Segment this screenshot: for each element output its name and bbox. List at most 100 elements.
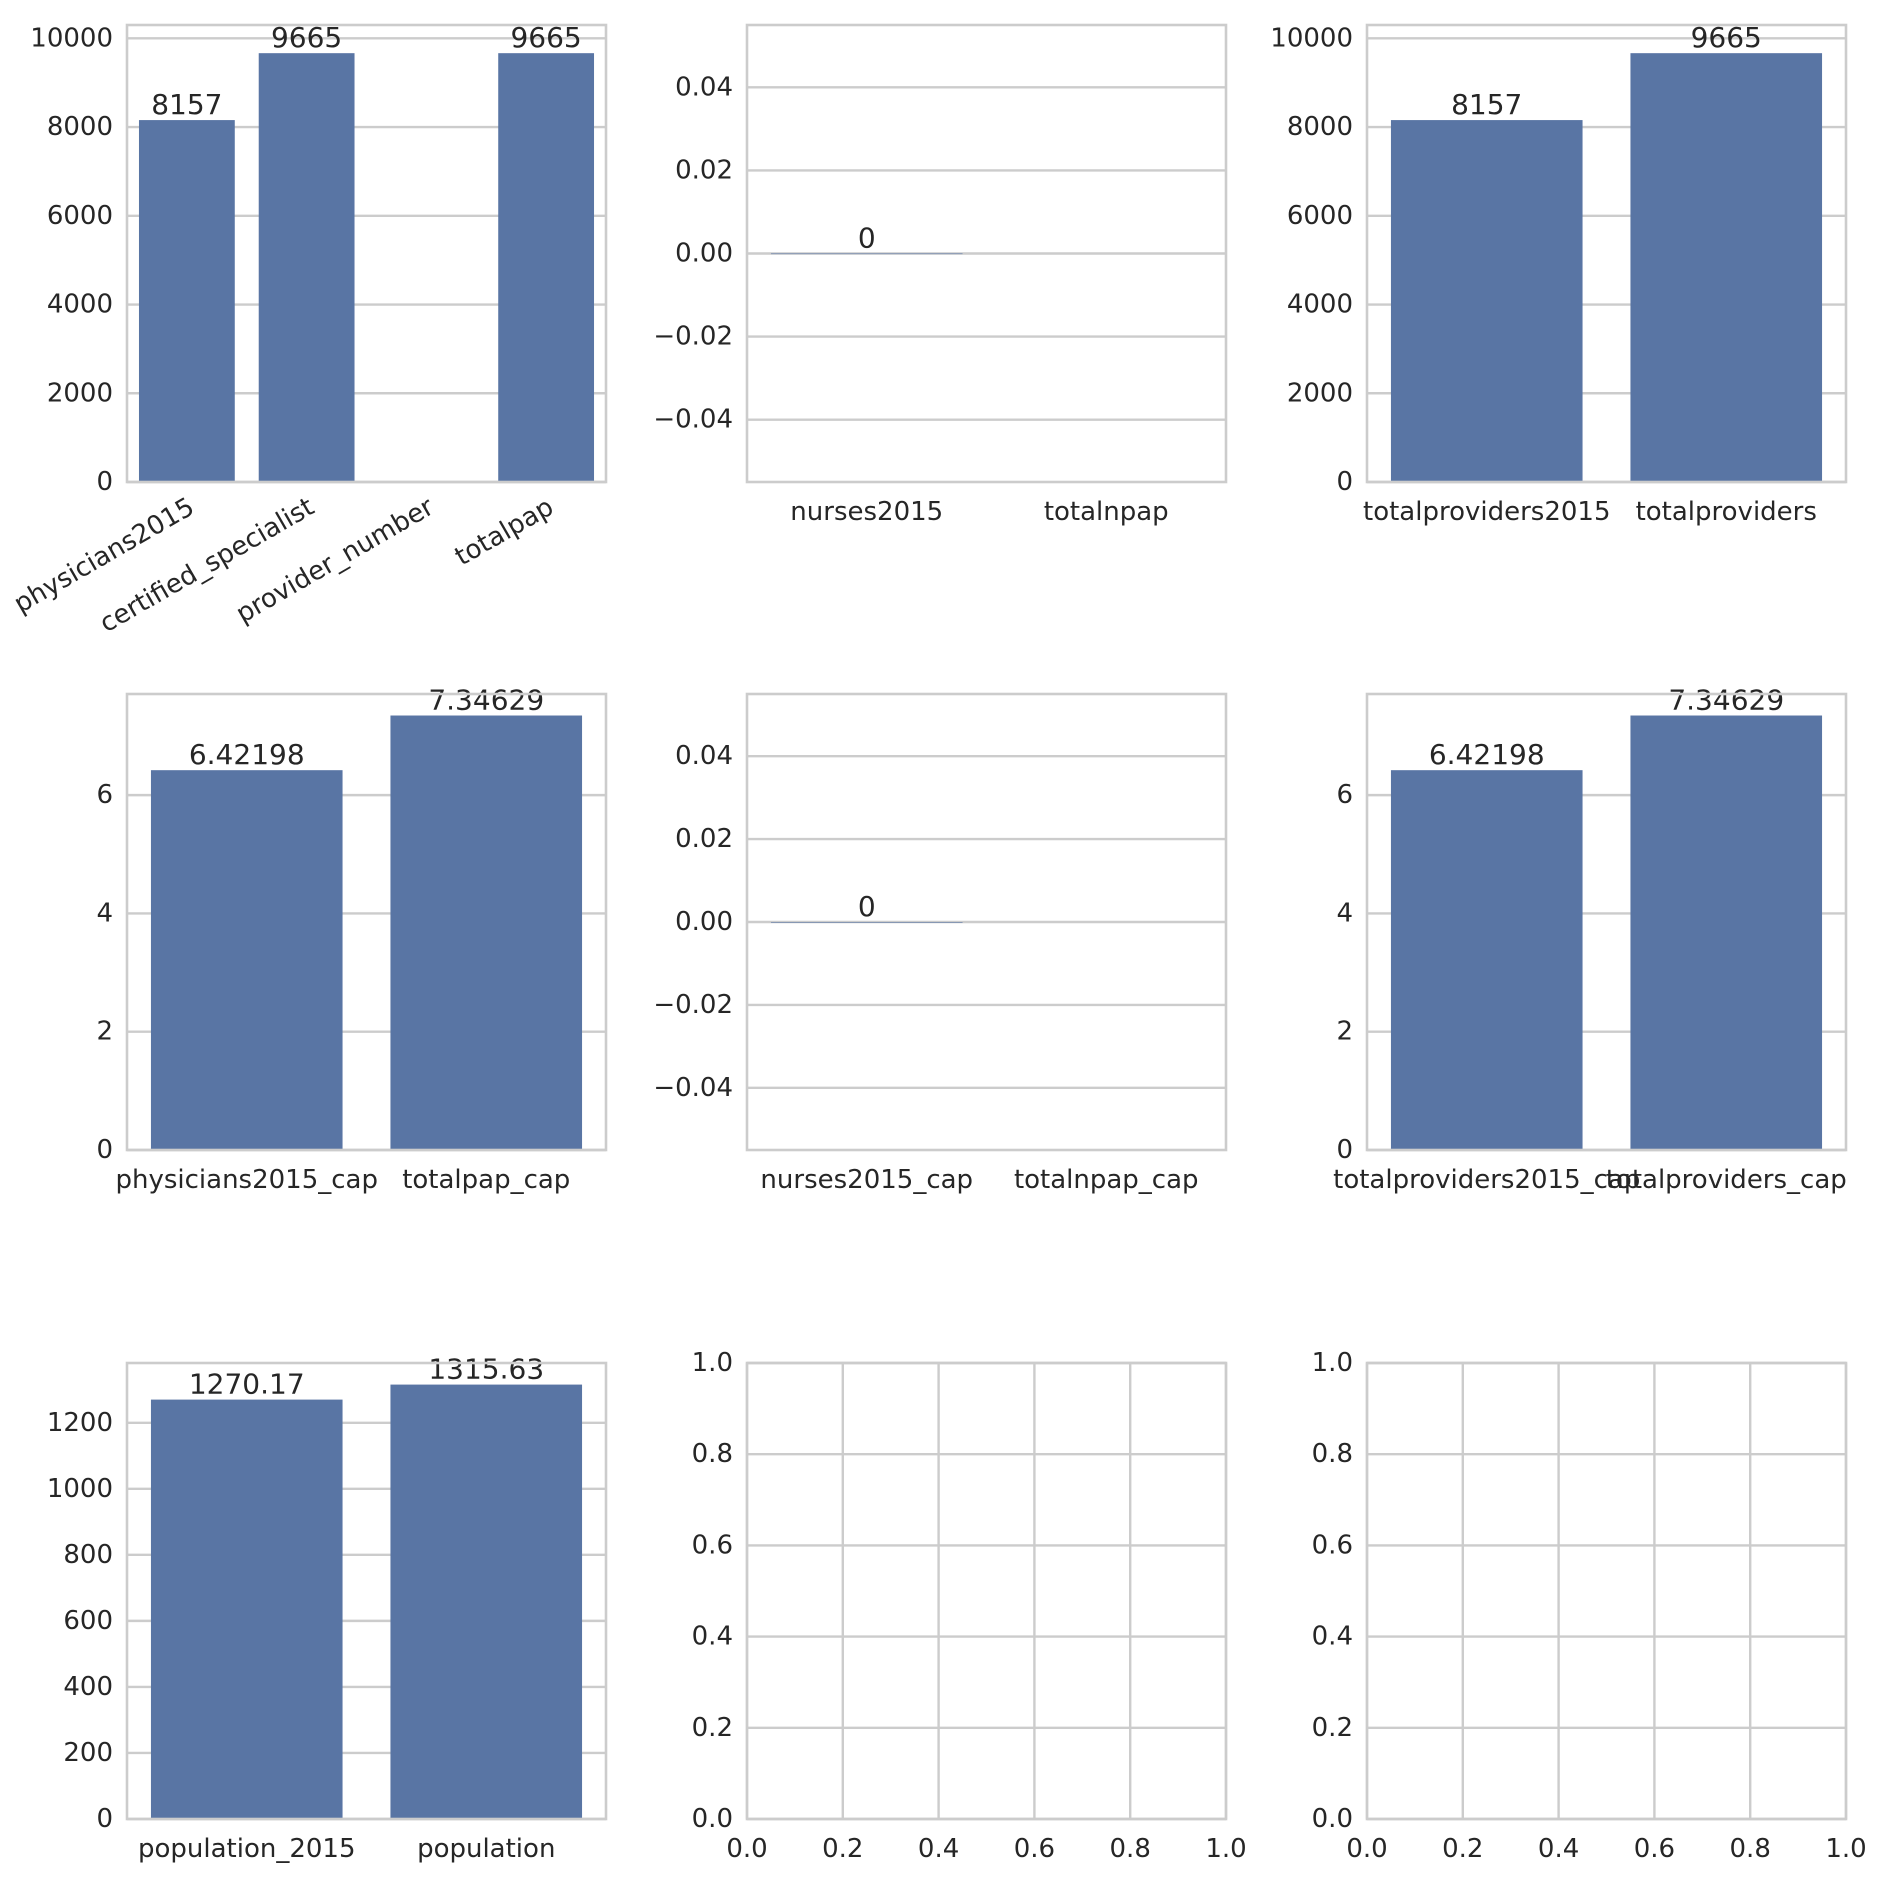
y-tick-label: 4 (1336, 898, 1353, 928)
y-tick-label: 8000 (47, 112, 113, 142)
bar (390, 715, 583, 1150)
y-tick-label: 600 (63, 1606, 113, 1636)
bar-value-label: 9665 (271, 21, 342, 54)
y-tick-label: 0.02 (675, 155, 733, 185)
axes-frame (125, 1361, 608, 1821)
bar-value-label: 8157 (1451, 88, 1522, 121)
bar (258, 53, 355, 483)
y-tick-label: −0.04 (653, 405, 733, 435)
bar (138, 120, 235, 483)
y-tick-label: 0.02 (675, 824, 733, 854)
x-tick-label: population_2015 (138, 1834, 356, 1864)
x-tick-label: totalpap (450, 492, 559, 572)
y-tick-label: 400 (63, 1672, 113, 1702)
y-tick-label: −0.02 (653, 990, 733, 1020)
y-tick-label: 0.00 (675, 907, 733, 937)
subplot-2: −0.04 −0.02 0.00 0.02 0.04 0 nurses2015 totalnp… (653, 23, 1228, 527)
y-tick-label: 0.6 (692, 1530, 733, 1560)
axes-frame (125, 23, 608, 484)
subplot-9: 0.0 0.2 0.4 0.6 0.8 1.0 0.0 0.2 0.4 0.6 0.8 1.0 (1312, 1348, 1867, 1864)
x-tick-label: totalpap_cap (402, 1165, 570, 1195)
y-tick-label: 2000 (47, 378, 113, 408)
bar-value-label: 8157 (151, 88, 222, 121)
y-tick-label: 0 (96, 1135, 113, 1165)
bar (150, 1399, 343, 1819)
y-tick-label: 6000 (1287, 201, 1353, 231)
x-tick-label: 0.6 (1634, 1834, 1675, 1864)
bar (498, 53, 595, 483)
y-tick-label: 10000 (1270, 23, 1353, 53)
y-tick-label: 800 (63, 1540, 113, 1570)
x-tick-label: 1.0 (1825, 1834, 1866, 1864)
y-tick-label: 6000 (47, 201, 113, 231)
axes-frame (745, 692, 1228, 1152)
axes-frame (1365, 23, 1848, 484)
y-tick-label: 0.04 (675, 741, 733, 771)
bar-value-label: 0 (858, 222, 876, 255)
bar (1630, 53, 1823, 483)
subplot-5: −0.04 −0.02 0.00 0.02 0.04 0 nurses2015_cap tot… (653, 692, 1228, 1195)
y-tick-label: 0 (1336, 467, 1353, 497)
subplot-8: 0.0 0.2 0.4 0.6 0.8 1.0 0.0 0.2 0.4 0.6 0.8 1.0 (692, 1348, 1247, 1864)
y-tick-label: 0.2 (692, 1713, 733, 1743)
subplot-4: 0 2 4 6 6.42198 physicians2015_cap 7.34629 tota… (96, 684, 608, 1195)
y-tick-label: 6 (1336, 780, 1353, 810)
x-tick-label: totalproviders (1636, 497, 1817, 527)
x-tick-label: population (417, 1834, 555, 1864)
x-tick-label: 0.8 (1730, 1834, 1771, 1864)
y-tick-label: 0.4 (692, 1622, 733, 1652)
axes-frame (125, 692, 608, 1152)
x-tick-label: nurses2015 (790, 497, 943, 527)
bar-value-label: 0 (858, 890, 876, 923)
x-tick-label: totalproviders_cap (1606, 1165, 1847, 1195)
y-tick-label: 0 (96, 1804, 113, 1834)
x-tick-label: 1.0 (1205, 1834, 1246, 1864)
y-tick-label: 2000 (1287, 378, 1353, 408)
x-tick-label: 0.6 (1014, 1834, 1055, 1864)
axes-frame (1365, 1361, 1848, 1821)
x-tick-label: nurses2015_cap (760, 1165, 973, 1195)
y-tick-label: 1.0 (692, 1348, 733, 1378)
x-tick-label: 0.0 (726, 1834, 767, 1864)
x-tick-label: 0.4 (1538, 1834, 1579, 1864)
x-tick-label: totalproviders2015_cap (1333, 1165, 1640, 1195)
y-tick-label: 0.8 (692, 1439, 733, 1469)
y-tick-label: 2 (96, 1017, 113, 1047)
subplot-6: 0 2 4 6 6.42198 totalproviders2015_cap 7.34629… (1333, 684, 1848, 1195)
bar (1630, 715, 1823, 1150)
y-tick-label: 0 (96, 467, 113, 497)
y-tick-label: 4000 (47, 290, 113, 320)
bar-value-label: 9665 (1691, 21, 1762, 54)
bar-value-label: 9665 (510, 21, 581, 54)
y-tick-label: 200 (63, 1738, 113, 1768)
y-tick-label: −0.02 (653, 322, 733, 352)
bar-value-label: 6.42198 (189, 738, 305, 771)
y-tick-label: 2 (1336, 1017, 1353, 1047)
y-tick-label: 0.04 (675, 72, 733, 102)
y-tick-label: 0.8 (1312, 1439, 1353, 1469)
subplot-7: 0 200 400 600 800 1000 1200 1270.17 population_2… (47, 1353, 608, 1864)
bar (770, 253, 963, 255)
y-tick-label: 4000 (1287, 290, 1353, 320)
bar-value-label: 7.34629 (428, 684, 544, 717)
y-tick-label: 0.2 (1312, 1713, 1353, 1743)
bar (1390, 770, 1583, 1150)
subplot-1: 02000400060008000100008157physicians2015… (9, 21, 608, 639)
x-tick-label: 0.2 (822, 1834, 863, 1864)
y-tick-label: 0 (1336, 1135, 1353, 1165)
y-tick-label: 1000 (47, 1474, 113, 1504)
y-tick-label: 0.00 (675, 239, 733, 269)
bar (150, 770, 343, 1150)
bar-value-label: 1270.17 (189, 1368, 305, 1401)
bar-value-label: 7.34629 (1668, 684, 1784, 717)
bar (770, 922, 963, 923)
axes-frame (1365, 692, 1848, 1152)
x-tick-label: certified_specialist (95, 492, 320, 639)
axes-frame (745, 23, 1228, 484)
bar (1390, 120, 1583, 483)
y-tick-label: 6 (96, 780, 113, 810)
y-tick-label: 0.4 (1312, 1622, 1353, 1652)
x-tick-label: 0.0 (1346, 1834, 1387, 1864)
x-tick-label: 0.4 (918, 1834, 959, 1864)
